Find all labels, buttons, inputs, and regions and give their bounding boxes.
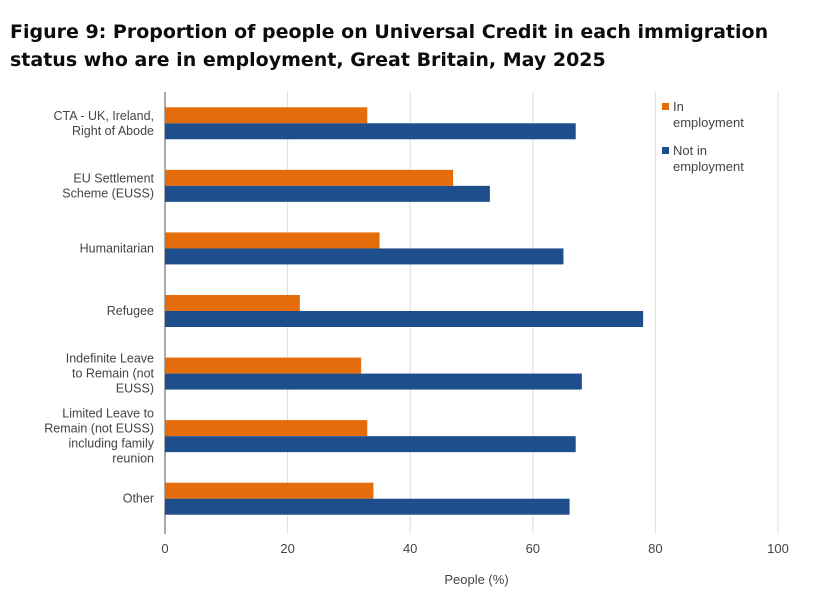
- bar-in-employment: [165, 420, 368, 437]
- category-label: EU Settlement Scheme (EUSS): [62, 171, 154, 200]
- bar-not-in-employment: [165, 436, 576, 453]
- category-label: Limited Leave to Remain (not EUSS) includi…: [44, 407, 155, 466]
- bar-not-in-employment: [165, 498, 570, 515]
- x-tick-label: 80: [648, 541, 662, 556]
- bar-not-in-employment: [165, 123, 576, 140]
- bar-not-in-employment: [165, 248, 564, 265]
- x-tick-label: 100: [767, 541, 789, 556]
- legend-swatch: [662, 147, 669, 154]
- bar-not-in-employment: [165, 311, 644, 327]
- legend-label: In employment: [673, 99, 744, 130]
- bar-in-employment: [165, 169, 454, 186]
- x-tick-label: 40: [403, 541, 417, 556]
- bar-not-in-employment: [165, 373, 582, 390]
- category-label: Humanitarian: [80, 241, 154, 255]
- legend-label: Not in employment: [673, 143, 744, 174]
- bar-in-employment: [165, 295, 300, 311]
- x-tick-label: 0: [161, 541, 168, 556]
- legend-swatch: [662, 103, 669, 110]
- bar-not-in-employment: [165, 185, 490, 202]
- category-label: CTA - UK, Ireland, Right of Abode: [54, 109, 155, 138]
- category-label: Other: [123, 492, 154, 506]
- bar-in-employment: [165, 482, 374, 499]
- bar-in-employment: [165, 357, 362, 374]
- x-axis-title: People (%): [444, 572, 508, 587]
- chart-title: Figure 9: Proportion of people on Univer…: [10, 21, 769, 71]
- x-tick-label: 60: [526, 541, 540, 556]
- bar-in-employment: [165, 107, 368, 124]
- bar-in-employment: [165, 232, 380, 249]
- category-label: Indefinite Leave to Remain (not EUSS): [66, 352, 155, 396]
- category-label: Refugee: [107, 304, 154, 318]
- x-tick-label: 20: [280, 541, 294, 556]
